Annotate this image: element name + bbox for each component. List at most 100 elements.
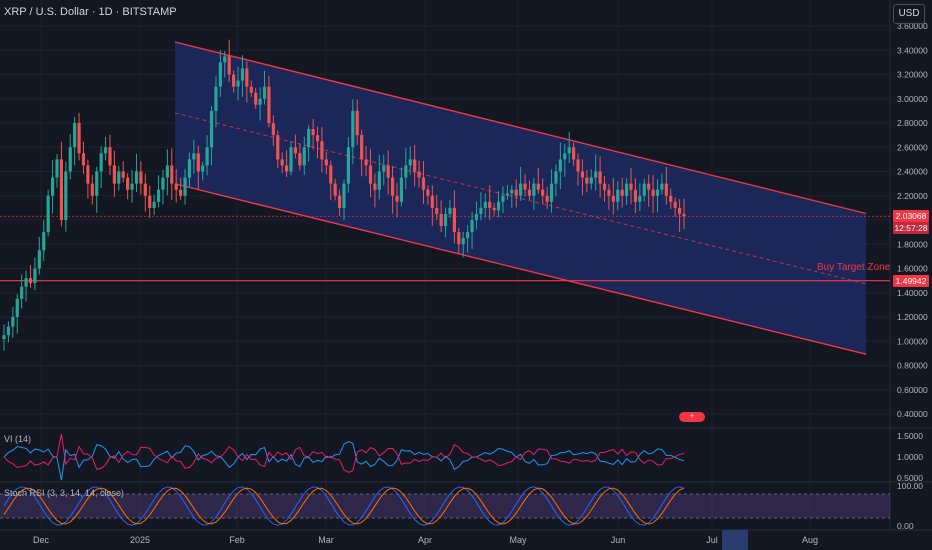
- candle-body: [572, 147, 576, 160]
- price-tick-label: 3.00000: [897, 94, 928, 104]
- candle-body: [218, 62, 222, 87]
- price-tick-label: 0.40000: [897, 409, 928, 419]
- channel-upper-line[interactable]: [174, 41, 867, 215]
- candle-body: [161, 177, 165, 190]
- candle-body: [298, 153, 302, 166]
- candle-body: [196, 153, 200, 172]
- stoch-pane: [0, 486, 890, 526]
- candle-body: [329, 165, 333, 184]
- stoch-rsi-label[interactable]: Stoch RSI (3, 3, 14, 14, close): [4, 488, 125, 498]
- currency-button[interactable]: USD: [893, 4, 925, 24]
- candle-body: [390, 177, 395, 196]
- candle-body: [585, 177, 589, 184]
- candle-body: [664, 183, 668, 196]
- candle-body: [227, 56, 231, 75]
- candle-body: [156, 189, 161, 202]
- symbol-title[interactable]: XRP / U.S. Dollar · 1D · BITSTAMP: [4, 6, 177, 18]
- candle-body: [417, 171, 421, 178]
- candle-body: [240, 68, 245, 81]
- vi-plus-line: [3, 441, 685, 481]
- candle-body: [413, 159, 417, 172]
- candle-body: [15, 298, 19, 317]
- candle-body: [24, 278, 28, 287]
- price-tick-label: 2.20000: [897, 191, 928, 201]
- candle-body: [117, 171, 121, 184]
- candle-body: [479, 207, 483, 214]
- candle-body: [64, 171, 68, 220]
- candle-body: [315, 135, 320, 142]
- candle-body: [443, 213, 448, 227]
- vi-label[interactable]: VI (14): [4, 434, 32, 444]
- candle-body: [333, 183, 337, 196]
- candle-body: [395, 195, 399, 202]
- candle-body: [192, 153, 196, 160]
- candle-body: [576, 159, 580, 172]
- candle-body: [448, 207, 452, 214]
- candle-body: [276, 135, 280, 160]
- candle-body: [386, 165, 390, 178]
- candle-body: [536, 183, 540, 190]
- candle-body: [293, 147, 298, 154]
- candle-body: [629, 183, 633, 190]
- candle-body: [95, 171, 99, 196]
- candle-body: [527, 189, 532, 196]
- candle-body: [55, 159, 59, 178]
- vi-pane: [3, 433, 685, 481]
- time-tick-label: Mar: [318, 535, 334, 545]
- alert-marker[interactable]: +: [679, 412, 705, 422]
- candle-body: [284, 165, 289, 172]
- candle-body: [364, 159, 368, 166]
- vi-tick-label: 1.0000: [897, 452, 923, 462]
- price-tick-label: 2.80000: [897, 118, 928, 128]
- price-tick-label: 2.60000: [897, 142, 928, 152]
- candle-body: [130, 183, 134, 190]
- candle-body: [112, 165, 116, 184]
- stoch-axis: 100.00 0.00: [897, 481, 923, 531]
- buy-target-zone-label[interactable]: Buy Target Zone: [817, 262, 891, 273]
- candle-body: [205, 147, 209, 166]
- candle-body: [519, 183, 523, 196]
- candle-body: [616, 189, 620, 202]
- price-tick-label: 0.80000: [897, 361, 928, 371]
- candle-body: [457, 232, 461, 245]
- candle-body: [439, 213, 443, 227]
- candle-body: [81, 153, 86, 166]
- candle-body: [638, 195, 642, 202]
- candle-body: [59, 159, 64, 220]
- candle-body: [598, 171, 602, 184]
- candle-body: [660, 183, 664, 190]
- candle-body: [249, 86, 253, 93]
- price-tick-label: 1.60000: [897, 264, 928, 274]
- candle-body: [510, 189, 514, 194]
- target-price-tag: 1.49942: [893, 275, 929, 287]
- candle-body: [594, 171, 598, 178]
- current-price-tag: 2.03068: [893, 210, 929, 222]
- candle-body: [523, 183, 527, 190]
- candle-body: [236, 80, 240, 87]
- candle-body: [545, 195, 549, 202]
- candle-body: [602, 183, 607, 190]
- candle-body: [2, 335, 6, 340]
- candle-body: [68, 147, 72, 172]
- candle-body: [408, 159, 412, 166]
- price-tick-label: 3.20000: [897, 70, 928, 80]
- candle-body: [549, 183, 554, 202]
- time-tick-label: Apr: [418, 535, 432, 545]
- candle-body: [505, 193, 509, 196]
- candle-body: [165, 165, 169, 178]
- channel-lower-line[interactable]: [174, 183, 867, 355]
- candle-body: [183, 177, 187, 196]
- candle-body: [611, 195, 615, 202]
- candle-body: [421, 177, 426, 190]
- candle-body: [514, 189, 518, 196]
- time-axis: Dec 2025 Feb Mar Apr May Jun Jul Aug: [33, 535, 818, 545]
- candle-body: [289, 147, 293, 172]
- candle-body: [232, 74, 236, 87]
- candle-body: [20, 286, 24, 299]
- candle-body: [320, 141, 324, 160]
- candle-body: [245, 68, 249, 87]
- candle-body: [11, 317, 15, 327]
- candle-body: [673, 201, 677, 208]
- price-tick-label: 1.00000: [897, 336, 928, 346]
